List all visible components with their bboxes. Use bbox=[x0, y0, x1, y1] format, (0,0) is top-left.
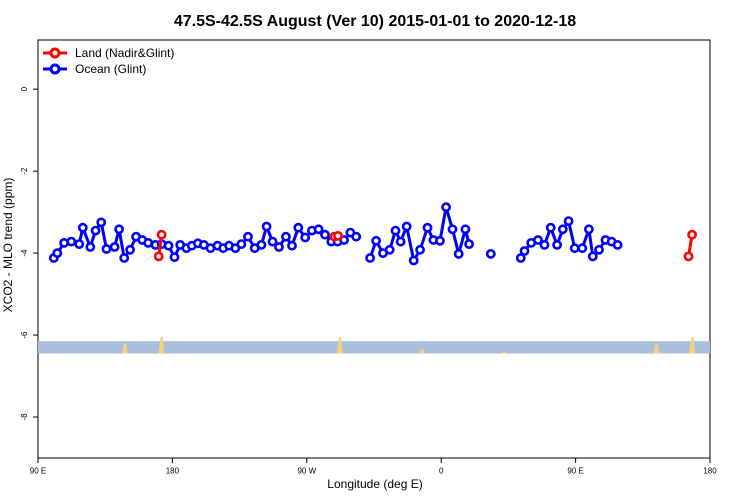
data-point bbox=[371, 235, 381, 246]
data-point bbox=[96, 217, 107, 228]
data-point bbox=[422, 222, 433, 233]
data-point bbox=[351, 231, 362, 242]
data-point bbox=[109, 242, 120, 252]
data-point bbox=[453, 248, 464, 259]
data-point bbox=[519, 246, 530, 256]
data-point bbox=[125, 244, 136, 255]
data-point bbox=[447, 224, 458, 235]
data-point bbox=[464, 239, 474, 249]
data-point bbox=[594, 244, 604, 255]
land-patch bbox=[500, 351, 507, 354]
data-point bbox=[435, 235, 445, 246]
data-point bbox=[485, 248, 496, 259]
data-point bbox=[390, 225, 401, 236]
data-point bbox=[274, 242, 284, 252]
legend-land-marker bbox=[49, 47, 61, 59]
data-point bbox=[563, 216, 574, 226]
legend-ocean-label: Ocean (Glint) bbox=[75, 62, 146, 76]
y-axis-label: XCO2 - MLO trend (ppm) bbox=[1, 178, 15, 313]
data-point bbox=[287, 240, 297, 251]
data-point bbox=[267, 236, 278, 247]
data-point bbox=[515, 253, 526, 263]
data-point bbox=[395, 236, 406, 247]
y-tick-label: 0 bbox=[20, 86, 29, 91]
x-tick-label: 0 bbox=[439, 467, 444, 476]
data-point bbox=[612, 239, 623, 250]
data-point bbox=[66, 236, 77, 247]
data-point bbox=[261, 221, 272, 232]
x-tick-label: 90 W bbox=[297, 467, 316, 476]
data-point bbox=[320, 229, 330, 240]
plot-layer bbox=[38, 202, 710, 354]
data-point bbox=[441, 202, 451, 213]
data-point bbox=[313, 224, 324, 235]
x-axis: 90 E 180 90 W 0 90 E 180 bbox=[30, 458, 717, 476]
y-tick-label: -8 bbox=[20, 413, 29, 421]
series-ocean bbox=[48, 202, 623, 266]
land-patch bbox=[336, 337, 343, 354]
legend: Land (Nadir&Glint) Ocean (Glint) bbox=[43, 46, 174, 76]
land-patch bbox=[418, 349, 425, 354]
data-point bbox=[577, 243, 588, 254]
x-tick-label: 180 bbox=[166, 467, 180, 476]
data-point bbox=[77, 222, 88, 233]
data-point bbox=[533, 235, 543, 245]
data-point bbox=[545, 222, 556, 233]
x-tick-label: 90 E bbox=[567, 467, 583, 476]
data-point bbox=[85, 242, 96, 252]
data-point bbox=[415, 244, 425, 255]
data-point bbox=[169, 252, 180, 263]
data-point bbox=[256, 239, 267, 250]
data-point bbox=[557, 224, 568, 235]
data-point bbox=[539, 239, 550, 250]
data-point bbox=[365, 253, 375, 263]
land-patch bbox=[158, 337, 165, 354]
data-point bbox=[236, 239, 247, 249]
data-point bbox=[584, 224, 594, 235]
legend-ocean-marker bbox=[49, 63, 61, 75]
plot-area-frame bbox=[37, 39, 711, 459]
x-tick-label: 180 bbox=[703, 467, 717, 476]
land-patch bbox=[653, 343, 660, 354]
data-point bbox=[300, 232, 311, 243]
y-tick-label: -6 bbox=[20, 331, 29, 339]
y-tick-label: -4 bbox=[20, 249, 29, 257]
land-patch bbox=[689, 337, 696, 354]
data-point bbox=[408, 255, 419, 266]
data-point bbox=[687, 229, 697, 240]
data-point bbox=[569, 243, 580, 254]
data-point bbox=[163, 240, 174, 251]
y-tick-label: -2 bbox=[20, 167, 29, 175]
data-point bbox=[460, 224, 471, 235]
data-point bbox=[587, 251, 598, 262]
data-point bbox=[101, 244, 112, 254]
data-point bbox=[333, 230, 343, 241]
data-point bbox=[293, 222, 304, 233]
data-point bbox=[52, 248, 63, 258]
data-point bbox=[74, 239, 85, 249]
land-patch bbox=[121, 343, 128, 354]
data-point bbox=[552, 239, 562, 250]
data-point bbox=[90, 225, 101, 236]
data-point bbox=[114, 224, 124, 235]
data-point bbox=[156, 229, 167, 240]
x-axis-label: Longitude (deg E) bbox=[327, 477, 422, 491]
data-point bbox=[153, 251, 164, 262]
legend-land-label: Land (Nadir&Glint) bbox=[75, 46, 174, 60]
data-point bbox=[119, 253, 130, 263]
data-point bbox=[683, 251, 694, 262]
y-axis: 0 -2 -4 -6 -8 bbox=[20, 86, 38, 421]
data-point bbox=[243, 231, 253, 242]
land-band bbox=[38, 341, 710, 354]
x-tick-label: 90 E bbox=[30, 467, 46, 476]
data-point bbox=[401, 221, 412, 232]
data-point bbox=[280, 231, 291, 242]
data-point bbox=[384, 244, 395, 255]
chart-title: 47.5S-42.5S August (Ver 10) 2015-01-01 t… bbox=[174, 13, 576, 30]
series-land bbox=[153, 229, 697, 262]
